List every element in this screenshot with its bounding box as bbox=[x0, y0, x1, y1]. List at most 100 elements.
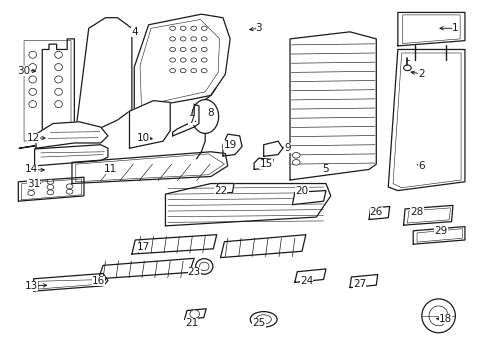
Ellipse shape bbox=[201, 68, 207, 73]
Ellipse shape bbox=[28, 180, 35, 185]
Text: 7: 7 bbox=[188, 115, 195, 125]
Ellipse shape bbox=[169, 58, 175, 62]
Text: 20: 20 bbox=[295, 186, 308, 195]
Polygon shape bbox=[368, 207, 389, 220]
Ellipse shape bbox=[55, 88, 62, 95]
Polygon shape bbox=[36, 122, 108, 148]
Polygon shape bbox=[403, 206, 452, 225]
Polygon shape bbox=[220, 235, 305, 258]
Polygon shape bbox=[76, 18, 132, 139]
Ellipse shape bbox=[169, 68, 175, 73]
Text: 9: 9 bbox=[284, 143, 290, 153]
Polygon shape bbox=[34, 274, 108, 291]
Polygon shape bbox=[129, 100, 170, 148]
Ellipse shape bbox=[28, 185, 35, 190]
Ellipse shape bbox=[28, 190, 35, 195]
Ellipse shape bbox=[201, 26, 207, 30]
Ellipse shape bbox=[250, 312, 277, 327]
Text: 1: 1 bbox=[451, 23, 458, 33]
Polygon shape bbox=[263, 141, 282, 156]
Polygon shape bbox=[35, 145, 108, 166]
Text: 10: 10 bbox=[137, 133, 150, 143]
Polygon shape bbox=[349, 275, 377, 288]
Ellipse shape bbox=[66, 189, 73, 194]
Ellipse shape bbox=[180, 68, 185, 73]
Ellipse shape bbox=[47, 185, 54, 189]
Ellipse shape bbox=[29, 64, 37, 71]
Polygon shape bbox=[72, 152, 227, 184]
Text: 19: 19 bbox=[223, 140, 236, 150]
Polygon shape bbox=[223, 134, 242, 156]
Polygon shape bbox=[397, 12, 464, 46]
Ellipse shape bbox=[29, 88, 37, 95]
Ellipse shape bbox=[195, 259, 212, 274]
Polygon shape bbox=[387, 49, 464, 190]
Ellipse shape bbox=[190, 68, 196, 73]
Ellipse shape bbox=[180, 26, 185, 30]
Polygon shape bbox=[18, 177, 84, 201]
Polygon shape bbox=[98, 258, 194, 279]
Ellipse shape bbox=[189, 310, 199, 318]
Text: 30: 30 bbox=[18, 66, 31, 76]
Ellipse shape bbox=[55, 76, 62, 83]
Text: 13: 13 bbox=[24, 281, 38, 291]
Text: 11: 11 bbox=[103, 165, 117, 174]
Ellipse shape bbox=[55, 51, 62, 58]
Polygon shape bbox=[254, 158, 273, 170]
Text: 14: 14 bbox=[24, 165, 38, 174]
Ellipse shape bbox=[421, 299, 454, 333]
Polygon shape bbox=[289, 32, 376, 180]
Ellipse shape bbox=[292, 159, 300, 165]
Ellipse shape bbox=[190, 26, 196, 30]
Text: 31: 31 bbox=[27, 179, 40, 189]
Text: 22: 22 bbox=[213, 186, 227, 195]
Ellipse shape bbox=[201, 48, 207, 51]
Text: 4: 4 bbox=[131, 27, 137, 37]
Ellipse shape bbox=[29, 76, 37, 83]
Text: 21: 21 bbox=[185, 318, 198, 328]
Text: 24: 24 bbox=[300, 275, 313, 285]
Ellipse shape bbox=[169, 26, 175, 30]
Text: 18: 18 bbox=[438, 314, 451, 324]
Ellipse shape bbox=[55, 64, 62, 71]
Ellipse shape bbox=[201, 37, 207, 41]
Polygon shape bbox=[412, 226, 464, 244]
Text: 29: 29 bbox=[433, 226, 447, 236]
Ellipse shape bbox=[180, 37, 185, 41]
Text: 16: 16 bbox=[92, 275, 105, 285]
Text: 6: 6 bbox=[418, 161, 424, 171]
Ellipse shape bbox=[180, 48, 185, 51]
Ellipse shape bbox=[256, 315, 271, 324]
Ellipse shape bbox=[403, 65, 410, 71]
Ellipse shape bbox=[190, 48, 196, 51]
Text: 26: 26 bbox=[369, 207, 382, 217]
Ellipse shape bbox=[29, 51, 37, 58]
Ellipse shape bbox=[47, 190, 54, 195]
Text: 12: 12 bbox=[27, 133, 40, 143]
Ellipse shape bbox=[199, 262, 208, 271]
Ellipse shape bbox=[190, 58, 196, 62]
Ellipse shape bbox=[428, 306, 447, 326]
Text: 15: 15 bbox=[259, 159, 272, 169]
Ellipse shape bbox=[169, 48, 175, 51]
Ellipse shape bbox=[55, 101, 62, 108]
Polygon shape bbox=[215, 184, 233, 194]
Text: 25: 25 bbox=[252, 318, 265, 328]
Ellipse shape bbox=[29, 101, 37, 108]
Polygon shape bbox=[19, 39, 74, 148]
Text: 27: 27 bbox=[352, 279, 366, 289]
Polygon shape bbox=[132, 235, 216, 254]
Ellipse shape bbox=[47, 179, 54, 184]
Polygon shape bbox=[172, 104, 199, 136]
Ellipse shape bbox=[169, 37, 175, 41]
Ellipse shape bbox=[201, 58, 207, 62]
Polygon shape bbox=[294, 269, 325, 282]
Text: 5: 5 bbox=[322, 165, 328, 174]
Polygon shape bbox=[134, 14, 230, 109]
Ellipse shape bbox=[292, 153, 300, 158]
Ellipse shape bbox=[66, 184, 73, 189]
Polygon shape bbox=[292, 190, 325, 205]
Text: 28: 28 bbox=[409, 207, 423, 217]
Text: 23: 23 bbox=[187, 267, 201, 277]
Text: 2: 2 bbox=[418, 69, 424, 79]
